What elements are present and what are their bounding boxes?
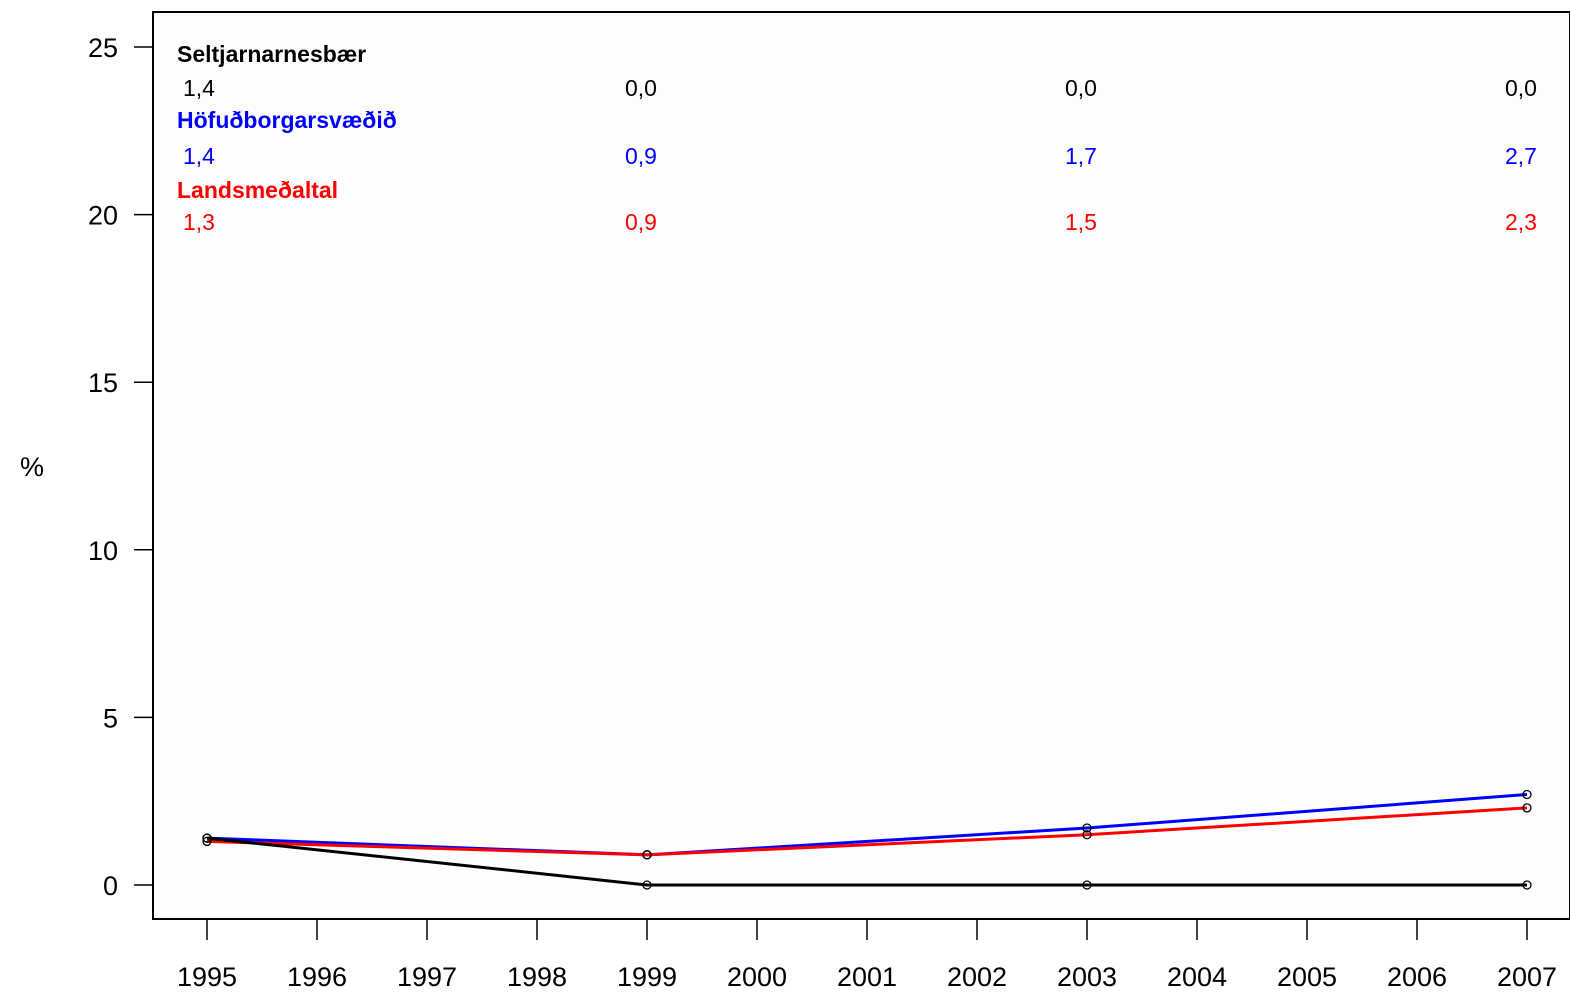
x-tick-label: 1997: [397, 962, 457, 992]
data-label: 1,7: [1065, 143, 1097, 169]
data-label: 0,0: [625, 75, 657, 101]
y-tick-label: 20: [88, 201, 118, 231]
y-axis-label: %: [20, 452, 44, 482]
data-label: 0,9: [625, 143, 657, 169]
x-tick-label: 2001: [837, 962, 897, 992]
data-point: [1522, 880, 1532, 890]
series-name: Höfuðborgarsvæðið: [177, 107, 397, 133]
series-name: Seltjarnarnesbær: [177, 41, 366, 67]
x-axis: 1995 1996 1997 1998 1999 2000 2001 2002 2003 2004…: [177, 919, 1557, 992]
data-label: 1,5: [1065, 209, 1097, 235]
data-point: [1082, 830, 1092, 840]
data-point: [642, 850, 652, 860]
data-label: 2,3: [1505, 209, 1537, 235]
series-lines: [206, 793, 1528, 887]
data-point: [1522, 789, 1532, 800]
series-line: [206, 793, 1528, 857]
data-label: 1,4: [183, 143, 215, 169]
x-tick-label: 2003: [1057, 962, 1117, 992]
x-tick-label: 2006: [1387, 962, 1447, 992]
plot-area: [152, 11, 1570, 920]
data-point: [202, 836, 212, 847]
y-tick-label: 15: [88, 368, 118, 398]
data-label: 0,9: [625, 209, 657, 235]
y-tick-label: 10: [88, 536, 118, 566]
x-tick-label: 1995: [177, 962, 237, 992]
series-line: [206, 836, 1527, 887]
data-point: [202, 833, 212, 843]
y-tick-label: 0: [103, 871, 118, 901]
y-tick-label: 25: [88, 33, 118, 63]
x-tick-label: 1999: [617, 962, 677, 992]
x-tick-label: 2007: [1497, 962, 1557, 992]
series-name: Landsmeðaltal: [177, 177, 338, 203]
x-tick-label: 2005: [1277, 962, 1337, 992]
x-tick-label: 1998: [507, 962, 567, 992]
x-tick-label: 2002: [947, 962, 1007, 992]
series-points: [202, 789, 1532, 890]
data-point: [1082, 823, 1092, 833]
y-tick-label: 5: [103, 703, 118, 733]
data-label: 0,0: [1065, 75, 1097, 101]
y-axis: 0 5 10 15 20 25: [88, 33, 153, 901]
data-label: 0,0: [1505, 75, 1537, 101]
data-label: 2,7: [1505, 143, 1537, 169]
data-point: [1082, 880, 1092, 890]
x-tick-label: 2004: [1167, 962, 1227, 992]
x-tick-label: 1996: [287, 962, 347, 992]
data-label: 1,4: [183, 75, 215, 101]
series-line: [206, 806, 1528, 857]
value-table: Seltjarnarnesbær 1,4 0,0 0,0 0,0 Höfuðborgars…: [177, 41, 1537, 235]
data-point: [1522, 803, 1532, 813]
x-tick-label: 2000: [727, 962, 787, 992]
data-label: 1,3: [183, 209, 215, 235]
data-point: [642, 880, 652, 890]
